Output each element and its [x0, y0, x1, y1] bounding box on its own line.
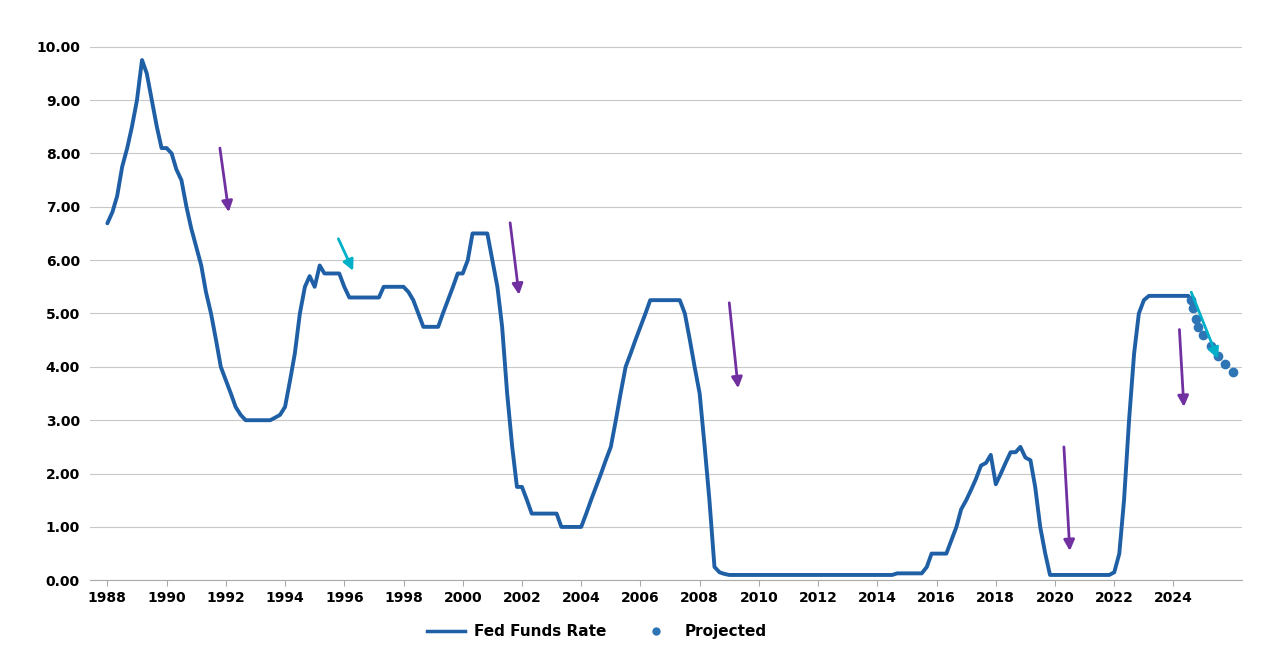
- Legend: Fed Funds Rate, Projected: Fed Funds Rate, Projected: [420, 618, 773, 646]
